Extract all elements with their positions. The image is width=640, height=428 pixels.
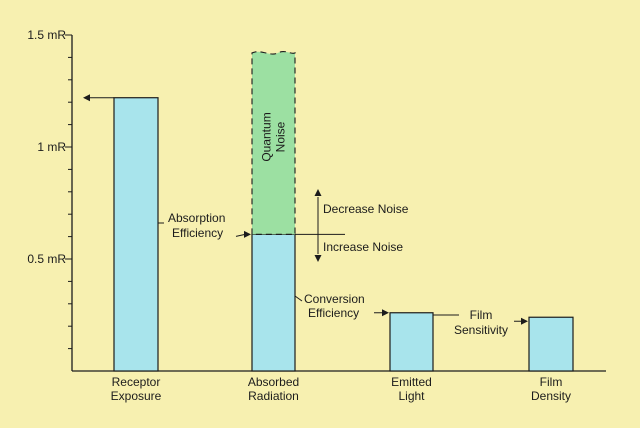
x-category-label: Density bbox=[531, 389, 571, 403]
y-tick-label: 1 mR bbox=[37, 140, 66, 154]
quantum-noise-segment bbox=[251, 50, 296, 235]
bar-film-density bbox=[528, 316, 574, 372]
film-sensitivity-arrow-head bbox=[521, 317, 528, 325]
absorption-efficiency-label-line-2: Efficiency bbox=[172, 226, 223, 240]
x-category-label: Emitted bbox=[391, 375, 432, 389]
bar-absorbed-radiation bbox=[251, 233, 296, 372]
film-sensitivity-label-line-1: Film bbox=[470, 308, 493, 322]
x-category-label: Receptor bbox=[112, 375, 161, 389]
conversion-efficiency-label-line-1: Conversion bbox=[304, 292, 365, 306]
y-tick-label: 0.5 mR bbox=[27, 252, 66, 266]
x-category-label: Exposure bbox=[111, 389, 162, 403]
quantum-noise-label-line-2: Noise bbox=[274, 121, 288, 152]
absorption-arrow-head bbox=[244, 230, 251, 238]
quantum-noise-label: Quantum Noise bbox=[260, 112, 288, 161]
absorption-arrow-line bbox=[235, 233, 246, 237]
film-sensitivity-label-line-2: Sensitivity bbox=[454, 323, 508, 337]
quantum-noise-label-line-1: Quantum bbox=[260, 112, 274, 161]
decrease-noise-label: Decrease Noise bbox=[323, 202, 409, 216]
x-category-label: Film bbox=[540, 375, 563, 389]
bar-emitted-light bbox=[389, 312, 434, 372]
y-axis: 0.5 mR 1 mR 1.5 mR bbox=[27, 28, 606, 372]
receptor-level-arrow-head bbox=[83, 94, 90, 102]
increase-noise-arrow-head bbox=[314, 255, 322, 262]
bar-layer: Quantum Noise bbox=[113, 50, 574, 372]
bar-receptor-exposure bbox=[113, 97, 159, 372]
x-category-label: Radiation bbox=[248, 389, 299, 403]
absorption-efficiency-label-line-1: Absorption bbox=[168, 211, 225, 225]
conversion-arrow-head bbox=[382, 309, 389, 317]
decrease-noise-arrow-head bbox=[314, 189, 322, 196]
conversion-efficiency-label-line-2: Efficiency bbox=[308, 306, 359, 320]
x-category-label: Light bbox=[398, 389, 425, 403]
conversion-arrow-stub bbox=[294, 295, 303, 302]
y-tick-label: 1.5 mR bbox=[27, 28, 66, 42]
x-category-label: Absorbed bbox=[248, 375, 299, 389]
increase-noise-label: Increase Noise bbox=[323, 240, 403, 254]
